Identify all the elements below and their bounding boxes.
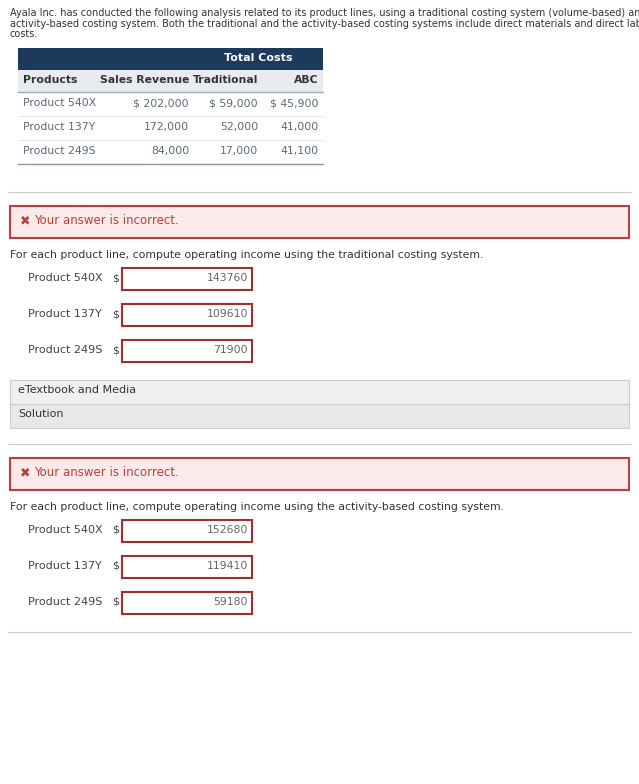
Text: 17,000: 17,000 xyxy=(220,146,258,156)
Bar xyxy=(10,206,629,238)
Text: Your answer is incorrect.: Your answer is incorrect. xyxy=(34,214,179,227)
Text: costs.: costs. xyxy=(10,29,38,39)
Text: Product 249S: Product 249S xyxy=(23,146,96,156)
Text: Products: Products xyxy=(23,75,77,85)
Bar xyxy=(18,116,323,140)
Text: Product 137Y: Product 137Y xyxy=(28,309,102,319)
Text: Ayala Inc. has conducted the following analysis related to its product lines, us: Ayala Inc. has conducted the following a… xyxy=(10,8,639,18)
Text: Your answer is incorrect.: Your answer is incorrect. xyxy=(34,466,179,479)
Bar xyxy=(10,458,629,490)
Text: For each product line, compute operating income using the traditional costing sy: For each product line, compute operating… xyxy=(10,250,483,260)
Text: $ 45,900: $ 45,900 xyxy=(270,98,319,108)
Text: $: $ xyxy=(112,597,119,607)
Bar xyxy=(18,92,323,116)
Text: activity-based costing system. Both the traditional and the activity-based costi: activity-based costing system. Both the … xyxy=(10,19,639,28)
Text: 172,000: 172,000 xyxy=(144,122,189,132)
Bar xyxy=(122,268,252,290)
Text: Total Costs: Total Costs xyxy=(224,53,292,63)
Text: $ 202,000: $ 202,000 xyxy=(134,98,189,108)
Bar xyxy=(122,340,252,362)
Text: Traditional: Traditional xyxy=(192,75,258,85)
Text: 59180: 59180 xyxy=(213,597,248,607)
Bar xyxy=(122,520,252,542)
Bar xyxy=(10,380,629,404)
Text: Product 540X: Product 540X xyxy=(23,98,96,108)
Text: Solution: Solution xyxy=(18,409,63,419)
Text: $ 59,000: $ 59,000 xyxy=(210,98,258,108)
Text: Product 540X: Product 540X xyxy=(28,525,103,535)
Text: 41,100: 41,100 xyxy=(281,146,319,156)
Text: $: $ xyxy=(112,525,119,535)
Text: $: $ xyxy=(112,345,119,355)
Bar xyxy=(10,404,629,428)
Text: Product 540X: Product 540X xyxy=(28,273,103,283)
Text: For each product line, compute operating income using the activity-based costing: For each product line, compute operating… xyxy=(10,502,504,512)
Text: Product 137Y: Product 137Y xyxy=(28,561,102,571)
Text: 52,000: 52,000 xyxy=(220,122,258,132)
Text: eTextbook and Media: eTextbook and Media xyxy=(18,385,136,395)
Text: ABC: ABC xyxy=(295,75,319,85)
Text: ✖: ✖ xyxy=(20,214,31,227)
Text: Sales Revenue: Sales Revenue xyxy=(100,75,189,85)
Bar xyxy=(122,592,252,614)
Text: 152680: 152680 xyxy=(206,525,248,535)
Bar xyxy=(18,70,323,92)
Text: 109610: 109610 xyxy=(206,309,248,319)
Text: $: $ xyxy=(112,309,119,319)
Text: 143760: 143760 xyxy=(206,273,248,283)
Bar xyxy=(18,48,323,70)
Text: 41,000: 41,000 xyxy=(281,122,319,132)
Text: ✖: ✖ xyxy=(20,466,31,479)
Text: 71900: 71900 xyxy=(213,345,248,355)
Bar xyxy=(18,140,323,164)
Bar xyxy=(122,556,252,578)
Text: Product 249S: Product 249S xyxy=(28,345,102,355)
Text: 84,000: 84,000 xyxy=(151,146,189,156)
Text: $: $ xyxy=(112,273,119,283)
Text: 119410: 119410 xyxy=(206,561,248,571)
Text: Product 249S: Product 249S xyxy=(28,597,102,607)
Text: $: $ xyxy=(112,561,119,571)
Text: Product 137Y: Product 137Y xyxy=(23,122,95,132)
Bar xyxy=(122,304,252,326)
